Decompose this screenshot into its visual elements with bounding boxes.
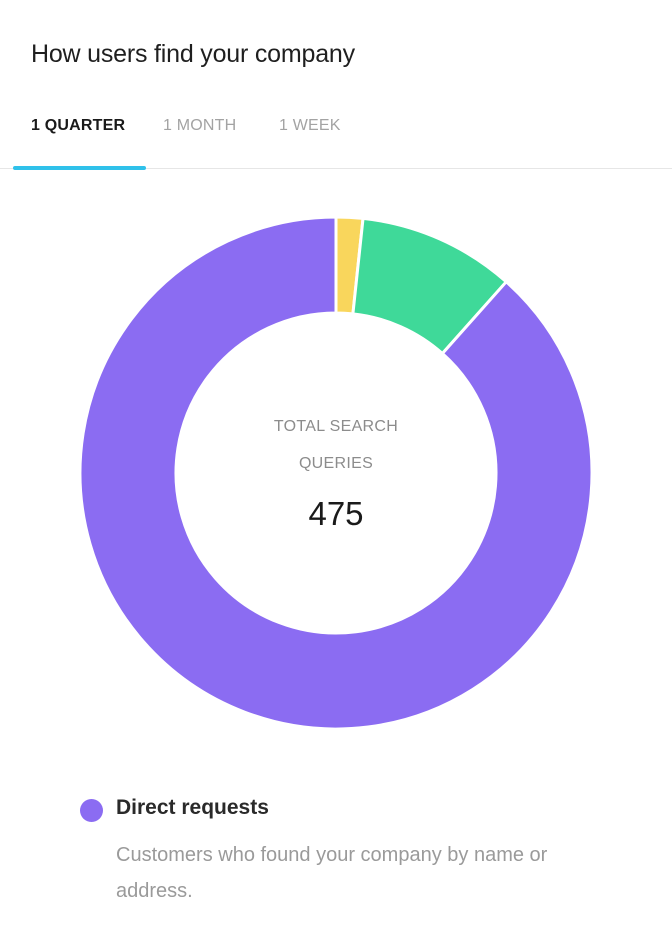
- tab-1-quarter[interactable]: 1 QUARTER: [31, 117, 126, 134]
- total-search-queries-value: 475: [308, 495, 364, 532]
- donut-slice-2[interactable]: [78, 215, 594, 731]
- donut-chart: TOTAL SEARCH QUERIES 475: [0, 168, 672, 768]
- period-tabs: 1 QUARTER 1 MONTH 1 WEEK: [0, 100, 672, 170]
- legend-name: Direct requests: [116, 796, 269, 819]
- donut-chart-svg: [78, 215, 594, 731]
- legend-dot-icon: [80, 799, 103, 822]
- center-label-line1: TOTAL SEARCH: [273, 418, 399, 435]
- tab-1-month[interactable]: 1 MONTH: [163, 117, 237, 134]
- legend-description: Customers who found your company by name…: [116, 844, 548, 902]
- active-tab-indicator: [13, 166, 146, 170]
- center-label-line2: QUERIES: [298, 455, 374, 472]
- tab-1-week[interactable]: 1 WEEK: [279, 117, 341, 134]
- card-title: How users find your company: [31, 40, 355, 68]
